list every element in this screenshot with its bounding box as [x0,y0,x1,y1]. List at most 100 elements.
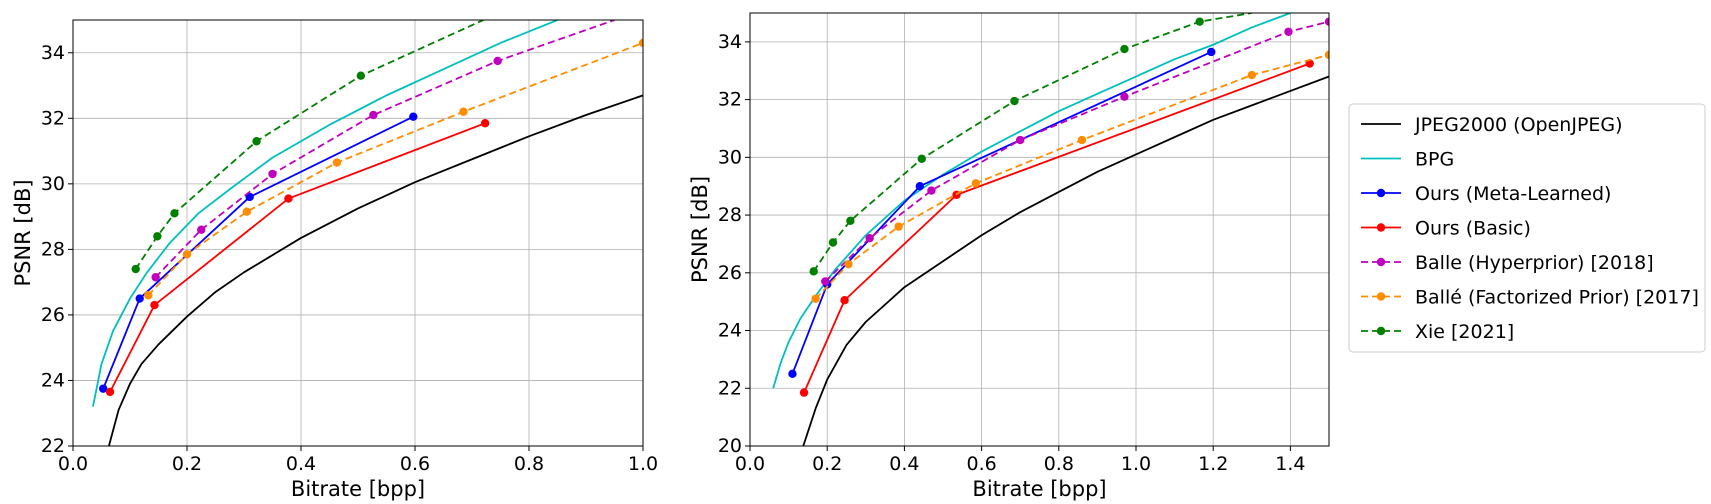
y-tick-label: 32 [718,89,742,111]
data-point [840,296,849,305]
y-tick-label: 22 [41,435,65,457]
data-point [332,158,342,167]
x-tick-label: 0.8 [514,453,544,475]
x-tick-label: 1.0 [1121,453,1151,475]
series-line [147,42,643,296]
legend-entry-label: Balle (Hyperprior) [2018] [1415,252,1654,274]
series-line [812,13,1252,272]
series-line [92,20,558,407]
data-point [828,238,838,247]
right-grid [749,13,1329,447]
data-point [99,384,108,393]
data-point [182,250,192,259]
data-point [245,192,254,202]
data-point [1195,17,1204,26]
data-point [170,209,179,218]
data-point [1247,70,1257,80]
legend-swatch-marker [1376,257,1386,267]
y-tick-label: 30 [41,173,65,195]
x-tick-label: 0.0 [735,453,765,475]
data-point [369,110,378,120]
data-point [409,112,418,121]
series-line [814,53,1329,300]
data-point [1324,50,1329,60]
data-point [1120,44,1129,54]
y-tick-label: 28 [41,238,65,260]
x-axis-label: Bitrate [bpp] [291,477,425,501]
y-axis-label: PSNR [dB] [11,179,35,286]
right-plot-area [772,13,1329,446]
legend: JPEG2000 (OpenJPEG) BPG Ours (Meta-Learned… [1348,103,1706,353]
x-tick-label: 0.4 [889,453,919,475]
x-tick-label: 0.2 [172,453,202,475]
data-point [638,38,643,48]
legend-entry-label: Ours (Basic) [1415,218,1531,240]
data-point [1324,17,1329,26]
data-point [844,259,853,269]
series-line [772,13,1291,389]
data-point [846,216,855,226]
data-point [252,137,261,146]
data-point [459,107,468,116]
left-plot-area [92,20,643,446]
data-point [799,388,809,397]
legend-entry-label: Ours (Meta-Learned) [1415,183,1611,205]
x-axis-label: Bitrate [bpp] [972,477,1106,501]
left-chart: 0.0 0.2 0.4 0.6 0.8 1.0 22 24 26 28 30 32 34 Bitrate … [11,19,658,501]
data-point [811,294,820,303]
data-point [135,294,144,303]
series-line [824,20,1329,283]
y-tick-label: 26 [718,262,742,284]
y-tick-label: 34 [41,42,65,64]
data-point [927,186,936,195]
data-point [268,169,277,179]
y-axis-label: PSNR [dB] [688,176,712,283]
data-point [480,119,490,128]
data-point [151,273,160,282]
legend-swatch-marker [1376,223,1386,232]
legend-swatch-marker [1376,188,1386,198]
y-tick-label: 30 [718,146,742,168]
data-point [242,207,252,216]
data-point [809,267,818,276]
data-point [894,222,903,231]
x-tick-label: 0.4 [286,453,316,475]
data-point [1077,135,1087,145]
right-chart: 0.0 0.2 0.4 0.6 0.8 1.0 1.2 1.4 20 22 24 26 28 30 32 34… [688,12,1330,501]
data-point [917,154,926,163]
legend-entry-label: Ballé (Factorized Prior) [2017] [1415,287,1699,309]
y-tick-label: 26 [41,304,65,326]
x-tick-label: 1.2 [1198,453,1228,475]
series-line [803,62,1311,393]
y-tick-label: 32 [41,107,65,129]
series-line [108,94,643,446]
legend-entry-label: Xie [2021] [1415,321,1514,343]
data-point [105,387,115,397]
y-tick-label: 28 [718,204,742,226]
data-point [1305,59,1314,68]
data-point [788,369,797,379]
y-tick-label: 34 [718,31,742,53]
data-point [971,179,981,188]
data-point [1284,27,1293,36]
legend-entry-label: JPEG2000 (OpenJPEG) [1414,114,1623,136]
data-point [150,300,159,310]
x-tick-label: 0.8 [1044,453,1074,475]
y-tick-label: 24 [718,320,742,342]
data-point [131,264,140,274]
series-line [802,75,1329,446]
data-point [1120,92,1129,101]
legend-entry-label: BPG [1415,149,1454,171]
series-line [134,20,484,270]
legend-box [1348,103,1706,353]
right-axes-frame [749,12,1330,447]
data-point [284,194,293,203]
x-tick-label: 1.4 [1275,453,1305,475]
data-point [1010,96,1019,106]
data-point [153,232,162,241]
y-tick-label: 20 [718,435,742,457]
x-tick-label: 0.2 [812,453,842,475]
left-axes-frame [72,19,644,447]
y-tick-label: 24 [41,369,65,391]
